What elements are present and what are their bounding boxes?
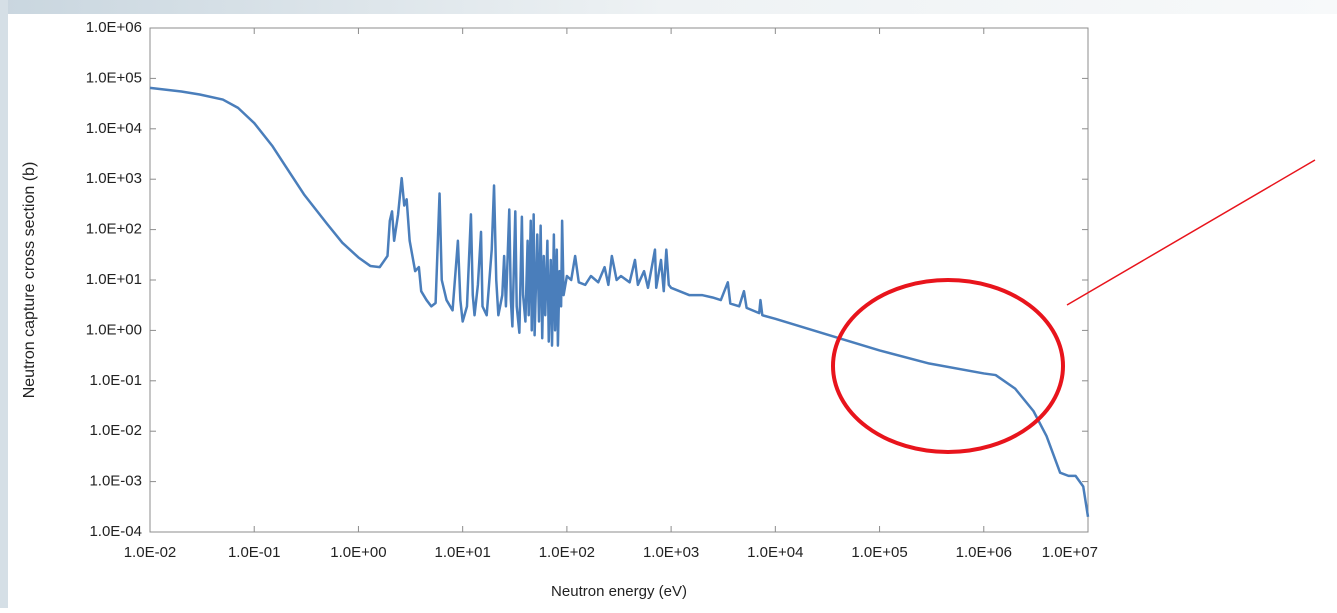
x-tick-label: 1.0E+06 bbox=[956, 544, 1012, 561]
background-strip bbox=[0, 0, 8, 608]
x-tick-label: 1.0E+03 bbox=[643, 544, 699, 561]
x-tick-label: 1.0E-02 bbox=[124, 544, 177, 561]
x-tick-label: 1.0E+01 bbox=[435, 544, 491, 561]
x-tick-label: 1.0E-01 bbox=[228, 544, 281, 561]
y-tick-label: 1.0E+00 bbox=[86, 321, 142, 338]
x-tick-label: 1.0E+02 bbox=[539, 544, 595, 561]
plot bbox=[149, 86, 1090, 518]
y-tick-label: 1.0E-02 bbox=[89, 422, 142, 439]
y-tick-label: 1.0E+01 bbox=[86, 271, 142, 288]
ticks: 1.0E-04 1.0E-03 1.0E-02 1.0E-01 1.0E+00 1.0E+… bbox=[86, 19, 1098, 561]
x-tick-label: 1.0E+07 bbox=[1042, 544, 1098, 561]
y-tick-label: 1.0E+02 bbox=[86, 221, 142, 238]
y-axis-label: Neutron capture cross section (b) bbox=[21, 162, 38, 399]
y-tick-label: 1.0E+03 bbox=[86, 170, 142, 187]
y-tick-label: 1.0E+04 bbox=[86, 120, 142, 137]
highlight-ellipse bbox=[831, 278, 1065, 454]
y-tick-label: 1.0E-04 bbox=[89, 523, 142, 540]
x-axis-label: Neutron energy (eV) bbox=[551, 583, 687, 600]
background-band bbox=[0, 0, 1337, 14]
y-tick-label: 1.0E-01 bbox=[89, 372, 142, 389]
x-tick-label: 1.0E+04 bbox=[747, 544, 803, 561]
y-tick-label: 1.0E+06 bbox=[86, 19, 142, 36]
data-line bbox=[149, 86, 1090, 518]
pointer-line bbox=[1066, 159, 1316, 306]
x-tick-label: 1.0E+00 bbox=[330, 544, 386, 561]
x-tick-label: 1.0E+05 bbox=[851, 544, 907, 561]
y-tick-label: 1.0E-03 bbox=[89, 473, 142, 490]
y-tick-label: 1.0E+05 bbox=[86, 69, 142, 86]
